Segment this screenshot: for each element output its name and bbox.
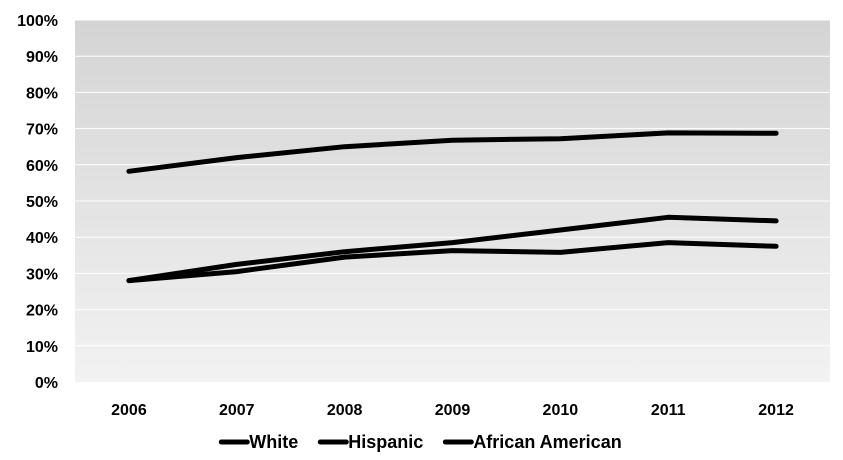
x-tick-label: 2006 bbox=[111, 402, 147, 419]
legend-label-hispanic: Hispanic bbox=[348, 432, 423, 452]
x-axis: 2006 2007 2008 2009 2010 2011 2012 bbox=[111, 402, 794, 419]
y-tick-label: 80% bbox=[26, 85, 58, 102]
y-tick-label: 70% bbox=[26, 122, 58, 139]
series-lines bbox=[126, 130, 779, 284]
y-tick-label: 40% bbox=[26, 230, 58, 247]
legend-label-white: White bbox=[249, 432, 298, 452]
x-tick-label: 2010 bbox=[543, 402, 579, 419]
y-tick-label: 100% bbox=[17, 13, 58, 30]
x-tick-label: 2007 bbox=[219, 402, 255, 419]
y-axis: 0% 10% 20% 30% 40% 50% 60% 70% 80% 90% 100% bbox=[17, 13, 58, 392]
series-line-african-american bbox=[126, 240, 779, 284]
x-tick-label: 2008 bbox=[327, 402, 363, 419]
legend-label-african-american: African American bbox=[473, 432, 621, 452]
y-tick-label: 90% bbox=[26, 49, 58, 66]
x-tick-label: 2012 bbox=[758, 402, 794, 419]
x-tick-label: 2009 bbox=[435, 402, 471, 419]
y-tick-label: 30% bbox=[26, 266, 58, 283]
series-line-hispanic bbox=[126, 214, 779, 284]
y-tick-label: 0% bbox=[35, 375, 58, 392]
y-tick-label: 50% bbox=[26, 194, 58, 211]
y-tick-label: 60% bbox=[26, 158, 58, 175]
y-tick-label: 20% bbox=[26, 303, 58, 320]
series-line-white bbox=[126, 130, 779, 174]
y-tick-label: 10% bbox=[26, 339, 58, 356]
legend: White Hispanic African American bbox=[218, 432, 622, 452]
x-tick-label: 2011 bbox=[651, 402, 686, 419]
